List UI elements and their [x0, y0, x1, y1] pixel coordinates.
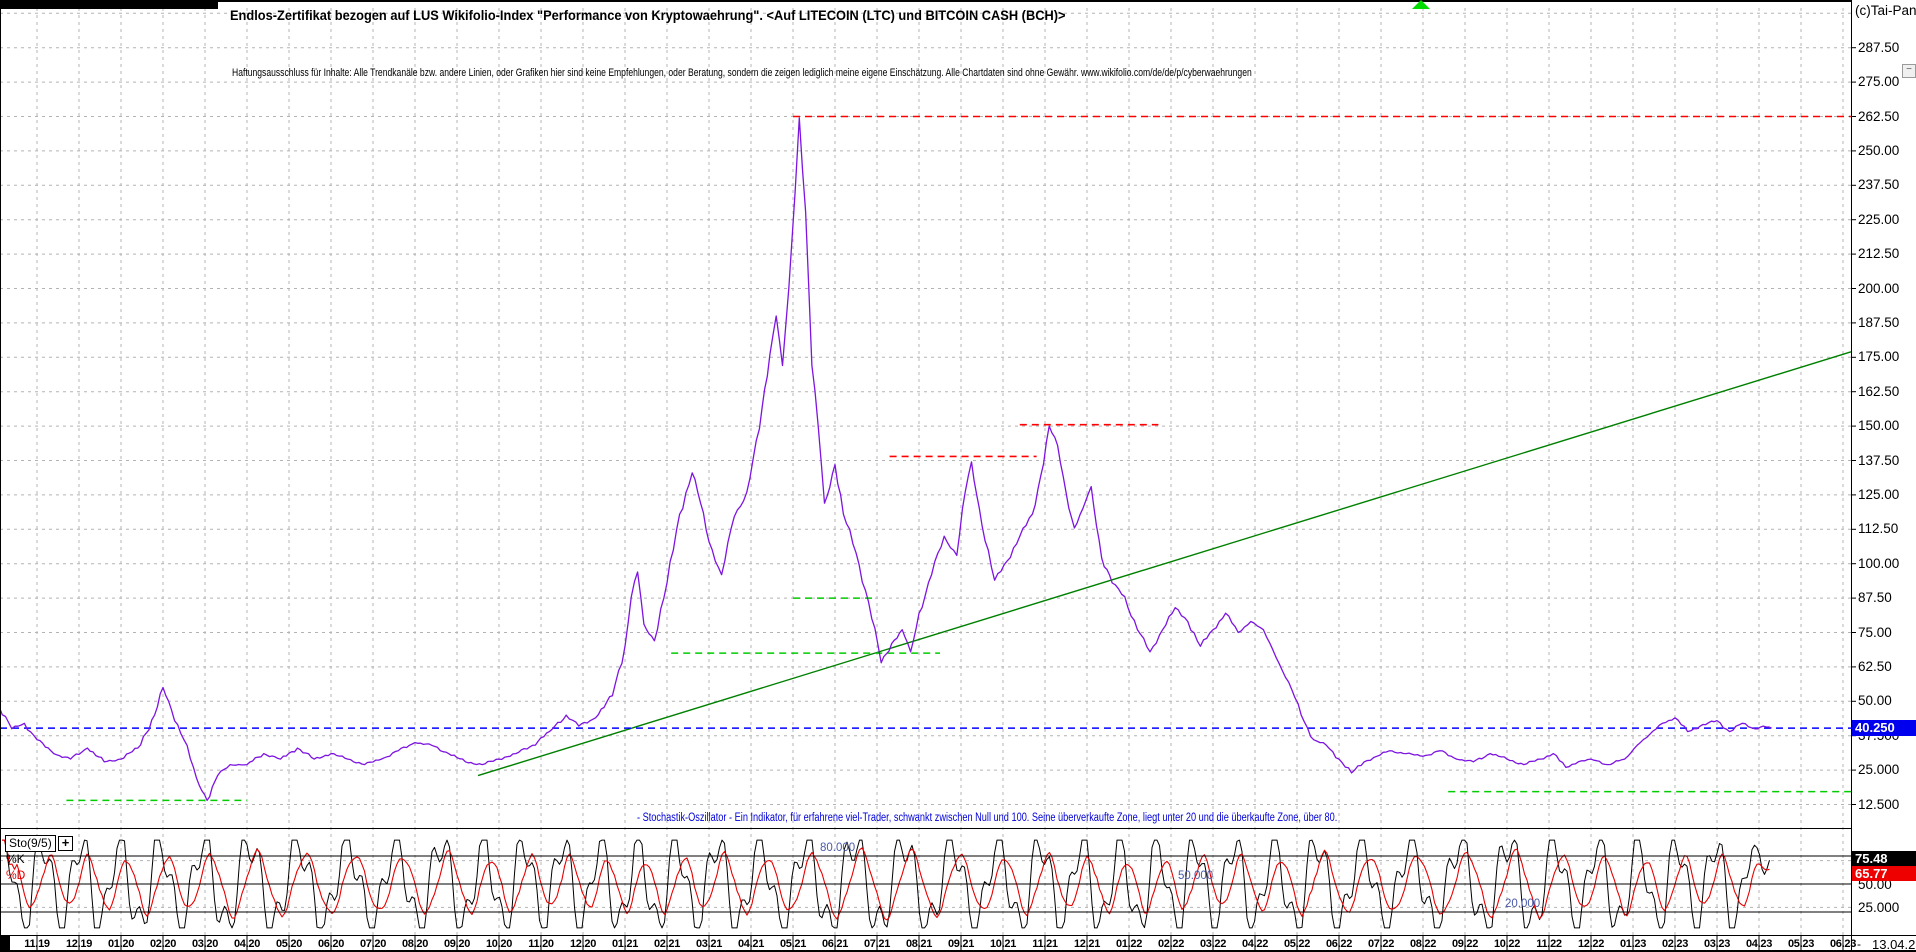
- disclaimer-text: Haftungsausschluss für Inhalte: Alle Tre…: [232, 67, 1252, 79]
- date-label: 06.21: [821, 938, 849, 950]
- date-label: 04.20: [233, 938, 261, 950]
- expand-indicator-icon[interactable]: +: [58, 836, 73, 851]
- date-label: 04.22: [1241, 938, 1269, 950]
- date-label: 05.20: [275, 938, 303, 950]
- price-axis-label: 137.50: [1858, 452, 1900, 468]
- date-label: 03.20: [191, 938, 219, 950]
- price-axis-label: 25.000: [1858, 762, 1900, 778]
- date-label: 09.21: [947, 938, 975, 950]
- price-axis-label: 75.00: [1858, 624, 1892, 640]
- date-label: 02.20: [149, 938, 177, 950]
- price-axis-label: 150.00: [1858, 418, 1900, 434]
- stochastic-indicator-button[interactable]: Sto(9/5): [5, 835, 56, 852]
- last-date-label: 13.04.23: [1872, 937, 1916, 952]
- date-label: 02.21: [653, 938, 681, 950]
- percent-d-label: %D: [6, 868, 26, 882]
- date-label: 01.22: [1115, 938, 1143, 950]
- date-label: 10.22: [1493, 938, 1521, 950]
- price-axis-label: 250.00: [1858, 142, 1900, 158]
- price-axis-label: 212.50: [1858, 246, 1900, 262]
- date-label: 12.21: [1073, 938, 1101, 950]
- price-axis-label: 162.50: [1858, 383, 1900, 399]
- date-label: 08.22: [1409, 938, 1437, 950]
- date-label: 08.20: [401, 938, 429, 950]
- stochastic-annotation: - Stochastik-Oszillator - Ein Indikator,…: [637, 812, 1338, 824]
- price-axis-label: 62.50: [1858, 658, 1892, 674]
- date-label: 03.22: [1199, 938, 1227, 950]
- date-label: 07.20: [359, 938, 387, 950]
- price-axis-label: 262.50: [1858, 108, 1900, 124]
- percent-k-label: %K: [6, 852, 25, 866]
- date-label: 01.23: [1619, 938, 1647, 950]
- stochastic-level-label: 20.000: [1505, 897, 1541, 910]
- price-axis-label: 100.00: [1858, 555, 1900, 571]
- price-axis-label: 225.00: [1858, 211, 1900, 227]
- bottom-left-box: [0, 936, 10, 951]
- date-label: 01.20: [107, 938, 135, 950]
- date-label: 04.21: [737, 938, 765, 950]
- date-label: 06.22: [1325, 938, 1353, 950]
- price-axis-label: 187.50: [1858, 314, 1900, 330]
- green-marker-icon: [1412, 0, 1430, 9]
- date-label: 11.20: [528, 938, 554, 950]
- stochastic-k-value-badge: 75.48: [1852, 851, 1916, 867]
- price-axis-label: 12.500: [1858, 796, 1900, 812]
- date-label: 01.21: [611, 938, 639, 950]
- date-label: 05.23: [1787, 938, 1815, 950]
- price-axis-label: 125.00: [1858, 486, 1900, 502]
- top-border: [0, 0, 1851, 2]
- date-label: 06.23: [1829, 938, 1857, 950]
- date-label: 03.23: [1703, 938, 1731, 950]
- stochastic-k-line: [2, 839, 1770, 929]
- stochastic-level-label: 50.000: [1178, 870, 1214, 882]
- date-label: 03.21: [695, 938, 723, 950]
- date-label: 05.21: [779, 938, 807, 950]
- stochastic-d-line: [2, 839, 1770, 921]
- price-line: [0, 117, 1772, 802]
- date-label: 10.20: [485, 938, 513, 950]
- date-label: 10.21: [989, 938, 1017, 950]
- price-axis-label: 112.50: [1858, 521, 1899, 537]
- date-label: 02.22: [1157, 938, 1185, 950]
- date-label: 09.20: [443, 938, 471, 950]
- stochastic-level-label: 80.000: [820, 842, 856, 854]
- price-axis-label: 87.50: [1858, 590, 1892, 606]
- price-axis-label: 287.50: [1858, 39, 1900, 55]
- copyright-label: (c)Tai-Pan: [1855, 3, 1916, 18]
- date-label: 11.21: [1032, 938, 1058, 950]
- chart-title: Endlos-Zertifikat bezogen auf LUS Wikifo…: [230, 8, 1066, 23]
- date-label: 08.21: [905, 938, 933, 950]
- uptrend-line-line: [477, 351, 1852, 777]
- top-bar: [0, 0, 218, 9]
- date-label: 07.22: [1367, 938, 1395, 950]
- stochastic-d-value-badge: 65.77: [1852, 866, 1916, 882]
- date-label: 11.22: [1536, 938, 1562, 950]
- date-label: 05.22: [1283, 938, 1311, 950]
- price-axis-label: 200.00: [1858, 280, 1900, 296]
- date-label: 07.21: [863, 938, 891, 950]
- price-axis-label: 175.00: [1858, 349, 1900, 365]
- date-label: 02.23: [1661, 938, 1689, 950]
- price-axis-label: 275.00: [1858, 74, 1900, 90]
- date-label: 04.23: [1745, 938, 1773, 950]
- date-label: 06.20: [317, 938, 345, 950]
- date-label: 12.19: [65, 938, 93, 950]
- collapse-panel-icon[interactable]: −: [1902, 64, 1916, 78]
- date-label: 11.19: [24, 938, 50, 950]
- date-label: 12.22: [1577, 938, 1605, 950]
- stochastic-axis-25-label: 25.000: [1858, 900, 1900, 916]
- date-label: 09.22: [1451, 938, 1479, 950]
- price-axis-label: 50.00: [1858, 693, 1892, 709]
- date-separator: -: [1857, 937, 1861, 951]
- price-axis-label: 237.50: [1858, 177, 1900, 193]
- date-label: 12.20: [569, 938, 597, 950]
- last-price-badge: 40.250: [1852, 720, 1916, 737]
